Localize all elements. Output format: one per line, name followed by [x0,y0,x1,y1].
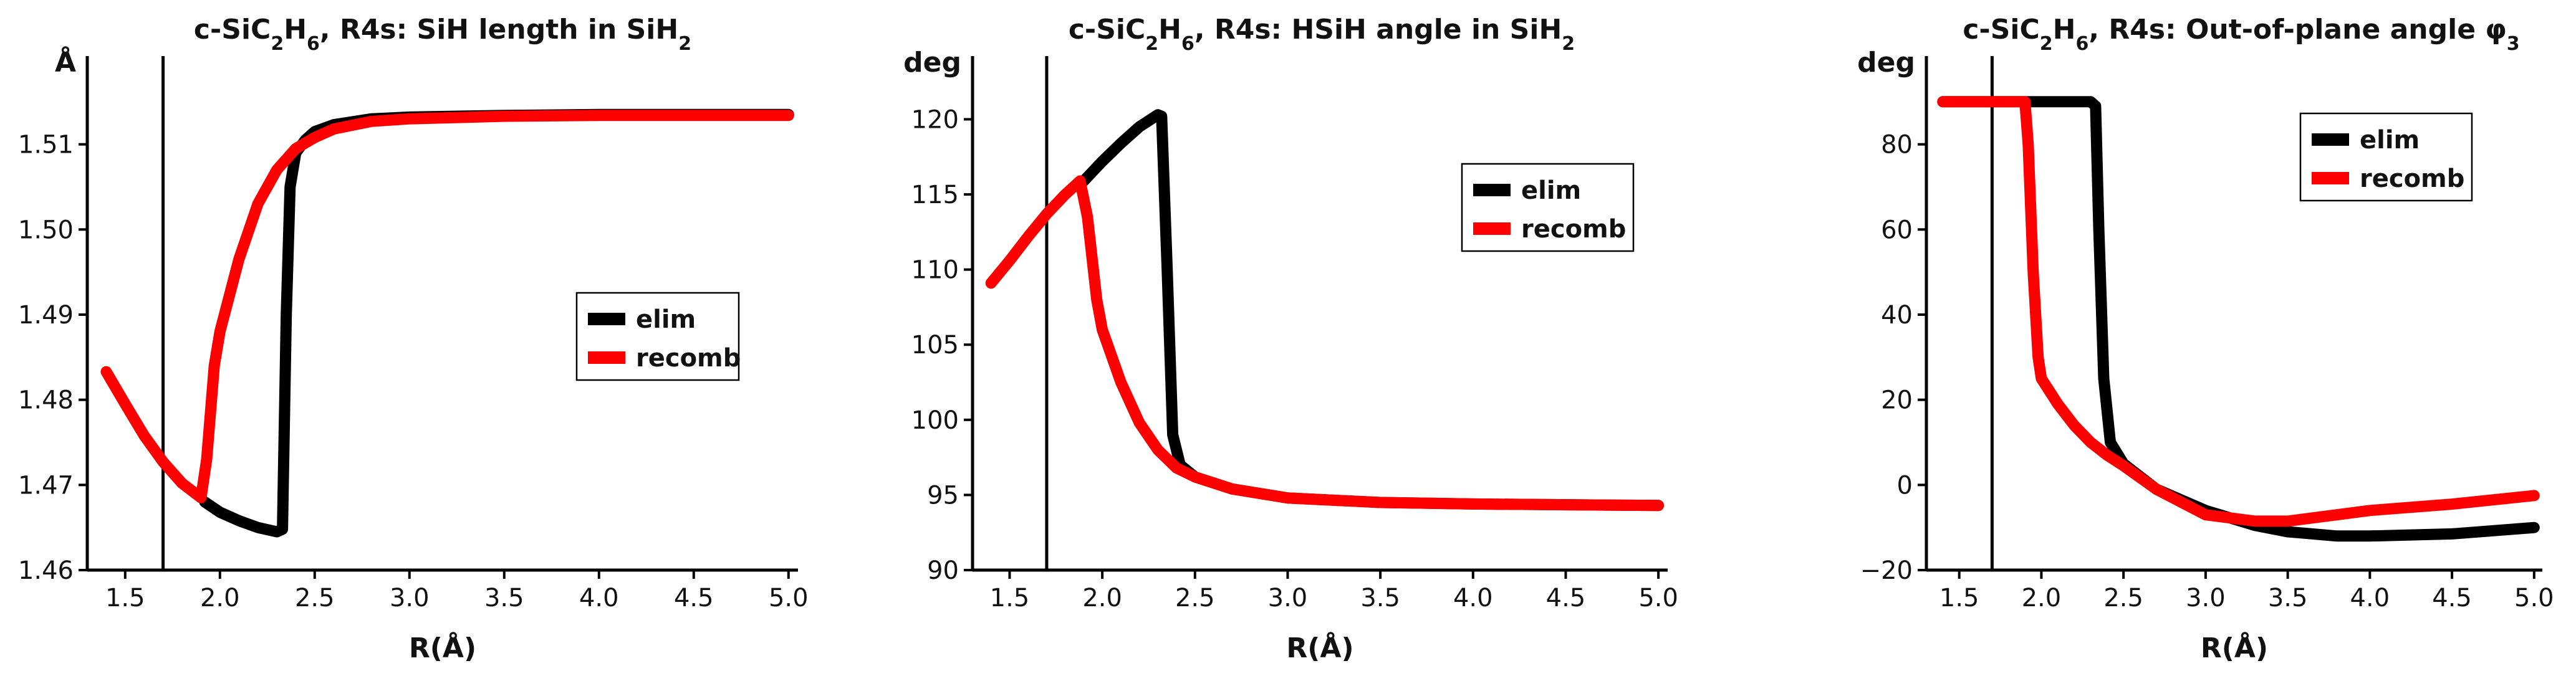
y-tick-label: 1.51 [18,131,74,160]
x-tick-label: 1.5 [1939,584,1979,612]
y-axis-label: deg [903,47,961,79]
y-tick-label: 95 [927,481,959,510]
legend-frame [2299,112,2473,202]
y-tick-label: 115 [911,181,959,209]
x-tick-label: 3.0 [1268,584,1308,612]
x-axis-label: R(Å) [2201,631,2268,664]
legend: elim recomb [575,292,741,381]
chart-title: c-SiC2H6, R4s: HSiH angle in SiH2 [1069,14,1575,55]
x-axis-label: R(Å) [1286,631,1353,664]
chart-panel-3: c-SiC2H6, R4s: Out-of-plane angle φ3 deg −… [1857,14,2554,664]
x-tick-label: 3.0 [390,584,430,612]
chart-title: c-SiC2H6, R4s: Out-of-plane angle φ3 [1963,14,2519,55]
legend-label-elim: elim [2360,126,2420,155]
y-tick-label: 120 [911,105,959,134]
x-tick-label: 2.5 [1175,584,1215,612]
x-tick-label: 2.0 [1082,584,1122,612]
chart-title: c-SiC2H6, R4s: SiH length in SiH2 [194,14,691,55]
chart-panel-2: c-SiC2H6, R4s: HSiH angle in SiH2 deg 90 95… [903,14,1678,664]
y-axis-label: deg [1857,47,1915,79]
legend-label-recomb: recomb [1521,215,1626,244]
x-tick-label: 1.5 [105,584,145,612]
x-tick-label: 5.0 [1638,584,1678,612]
legend: elim recomb [1461,163,1635,252]
y-tick-label: 20 [1881,386,1913,415]
x-tick-label: 4.5 [674,584,714,612]
x-axis-label: R(Å) [409,631,476,664]
series-line-recomb [1937,96,2540,527]
legend-label-elim: elim [1521,176,1581,205]
x-tick-label: 3.0 [2186,584,2226,612]
x-tick-label: 3.5 [1360,584,1400,612]
y-tick-label: 0 [1897,471,1913,500]
x-tick-label: 4.5 [2432,584,2472,612]
y-tick-label: −20 [1860,556,1913,585]
y-tick-label: 100 [911,406,959,435]
y-tick-label: 90 [927,556,959,585]
y-axis-label: Å [55,45,76,79]
y-tick-label: 40 [1881,301,1913,330]
series-line-recomb [985,175,1665,512]
legend: elim recomb [2299,112,2473,202]
y-tick-label: 110 [911,256,959,285]
legend-label-elim: elim [636,305,696,334]
x-tick-label: 2.5 [295,584,335,612]
x-tick-label: 2.0 [200,584,240,612]
legend-label-recomb: recomb [2360,164,2464,193]
x-tick-label: 3.5 [2268,584,2308,612]
x-tick-label: 4.0 [579,584,619,612]
y-tick-label: 60 [1881,216,1913,244]
y-tick-label: 105 [911,331,959,360]
legend-label-recomb: recomb [636,344,741,373]
x-tick-label: 3.5 [484,584,524,612]
x-tick-label: 1.5 [990,584,1030,612]
y-tick-label: 1.50 [18,216,74,244]
x-tick-label: 4.0 [2350,584,2390,612]
legend-frame [1461,163,1635,252]
chart-panel-1: c-SiC2H6, R4s: SiH length in SiH2 Å 1.46 1.… [18,14,809,664]
y-tick-label: 1.46 [18,556,74,585]
x-tick-label: 5.0 [2514,584,2554,612]
y-tick-label: 1.47 [18,471,74,500]
x-tick-label: 4.5 [1546,584,1586,612]
x-tick-label: 2.5 [2103,584,2143,612]
y-tick-label: 1.48 [18,386,74,415]
x-tick-label: 2.0 [2022,584,2062,612]
series-line-recomb [100,110,794,503]
y-tick-label: 80 [1881,131,1913,160]
legend-frame [575,292,740,381]
series-line-elim [1937,96,2540,542]
x-tick-label: 4.0 [1453,584,1493,612]
x-tick-label: 5.0 [769,584,809,612]
y-tick-label: 1.49 [18,301,74,330]
